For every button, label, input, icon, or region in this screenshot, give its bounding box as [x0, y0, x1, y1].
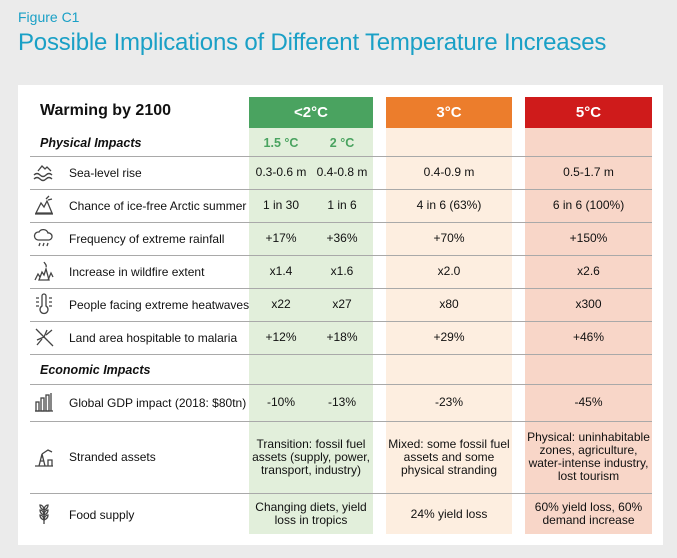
- header-mid: 3°C: [386, 97, 512, 128]
- divider: [30, 156, 652, 157]
- cell-2: x27: [332, 297, 352, 311]
- mosquito-icon: [32, 325, 56, 349]
- cell-1-5: +12%: [265, 330, 297, 344]
- cell-5: +46%: [572, 330, 605, 344]
- cell-5: 0.5-1.7 m: [563, 165, 614, 179]
- divider: [30, 189, 652, 190]
- cell-1-5: +17%: [265, 231, 297, 245]
- cell-5: -45%: [574, 395, 603, 409]
- cell-3: -23%: [434, 395, 463, 409]
- cell-2: +18%: [326, 330, 358, 344]
- table-row: Increase in wildfire extent x1.4 x1.6 x2…: [18, 256, 663, 287]
- cell-5: x2.6: [577, 264, 600, 278]
- divider: [30, 354, 652, 355]
- cell-3: +29%: [433, 330, 465, 344]
- wheat-icon: [32, 502, 56, 526]
- table-row: People facing extreme heatwaves x22 x27 …: [18, 289, 663, 320]
- divider: [30, 384, 652, 385]
- cell-3: x2.0: [437, 264, 461, 278]
- row-label: Global GDP impact (2018: $80tn): [69, 396, 247, 410]
- column-bg-low: [249, 128, 373, 534]
- divider: [30, 288, 652, 289]
- cell-3: x80: [439, 297, 459, 311]
- cell-3: 0.4-0.9 m: [423, 165, 475, 179]
- cell-5: x300: [575, 297, 602, 311]
- divider: [30, 255, 652, 256]
- divider: [30, 321, 652, 322]
- bar-chart-icon: [32, 390, 56, 414]
- divider: [30, 421, 652, 422]
- cell-2: 0.4-0.8 m: [316, 165, 368, 179]
- cell-2: -13%: [327, 395, 356, 409]
- cell-low: Transition: fossil fuel assets (supply, …: [252, 436, 370, 477]
- cell-1-5: -10%: [266, 395, 295, 409]
- page-title: Possible Implications of Different Tempe…: [18, 29, 607, 56]
- row-label: Sea-level rise: [69, 166, 142, 180]
- column-bg-mid: [386, 128, 512, 534]
- table-row: Stranded assets Transition: fossil fuel …: [18, 422, 663, 492]
- sea-level-icon: [32, 160, 56, 184]
- table-row: Global GDP impact (2018: $80tn) -10% -13…: [18, 385, 663, 420]
- row-label: Food supply: [69, 508, 135, 522]
- stranded-assets-icon: [32, 445, 56, 469]
- cell-5: 6 in 6 (100%): [552, 198, 625, 212]
- table-row: Chance of ice-free Arctic summer 1 in 30…: [18, 190, 663, 221]
- row-label: Frequency of extreme rainfall: [69, 232, 225, 246]
- table-row: Sea-level rise 0.3-0.6 m 0.4-0.8 m 0.4-0…: [18, 157, 663, 188]
- impacts-table: Warming by 2100 <2°C 3°C 5°C 1.5 °C 2 °C…: [18, 85, 663, 545]
- cell-2: +36%: [326, 231, 358, 245]
- cell-3: Mixed: some fossil fuel assets and some …: [388, 436, 510, 477]
- column-bg-high: [525, 128, 652, 534]
- cell-1-5: x22: [271, 297, 291, 311]
- header-low: <2°C: [249, 97, 373, 128]
- table-row: Frequency of extreme rainfall +17% +36% …: [18, 223, 663, 254]
- cell-2: x1.6: [330, 264, 354, 278]
- cell-1-5: 0.3-0.6 m: [255, 165, 307, 179]
- row-label: People facing extreme heatwaves: [69, 298, 250, 312]
- cell-1-5: 1 in 30: [262, 198, 300, 212]
- row-label: Land area hospitable to malaria: [69, 331, 238, 345]
- header-high: 5°C: [525, 97, 652, 128]
- warming-label: Warming by 2100: [40, 102, 172, 119]
- divider: [30, 222, 652, 223]
- cell-3: 4 in 6 (63%): [416, 198, 482, 212]
- figure-label: Figure C1: [18, 9, 80, 25]
- cell-2: 1 in 6: [327, 198, 357, 212]
- table-row: Food supply Changing diets, yield loss i…: [18, 494, 663, 534]
- cell-5: Physical: uninhabitable zones, agricultu…: [527, 430, 650, 483]
- thermometer-icon: [32, 292, 56, 316]
- cell-5: +150%: [569, 231, 608, 245]
- cell-1-5: x1.4: [269, 264, 293, 278]
- wildfire-icon: [32, 259, 56, 283]
- row-label: Chance of ice-free Arctic summer: [69, 199, 247, 213]
- cell-3: 24% yield loss: [410, 506, 488, 521]
- sub-header-1-5: 1.5 °C: [263, 136, 299, 150]
- row-label: Stranded assets: [69, 450, 156, 464]
- economic-section-title: Economic Impacts: [40, 363, 151, 377]
- physical-section-title: Physical Impacts: [40, 136, 142, 150]
- sub-header-2: 2 °C: [329, 136, 355, 150]
- cell-5: 60% yield loss, 60% demand increase: [534, 500, 643, 527]
- divider: [30, 493, 652, 494]
- row-label: Increase in wildfire extent: [69, 265, 205, 279]
- rain-cloud-icon: [32, 226, 56, 250]
- table-row: Land area hospitable to malaria +12% +18…: [18, 322, 663, 353]
- cell-3: +70%: [433, 231, 465, 245]
- cell-low: Changing diets, yield loss in tropics: [255, 500, 367, 527]
- arctic-ice-icon: [32, 193, 56, 217]
